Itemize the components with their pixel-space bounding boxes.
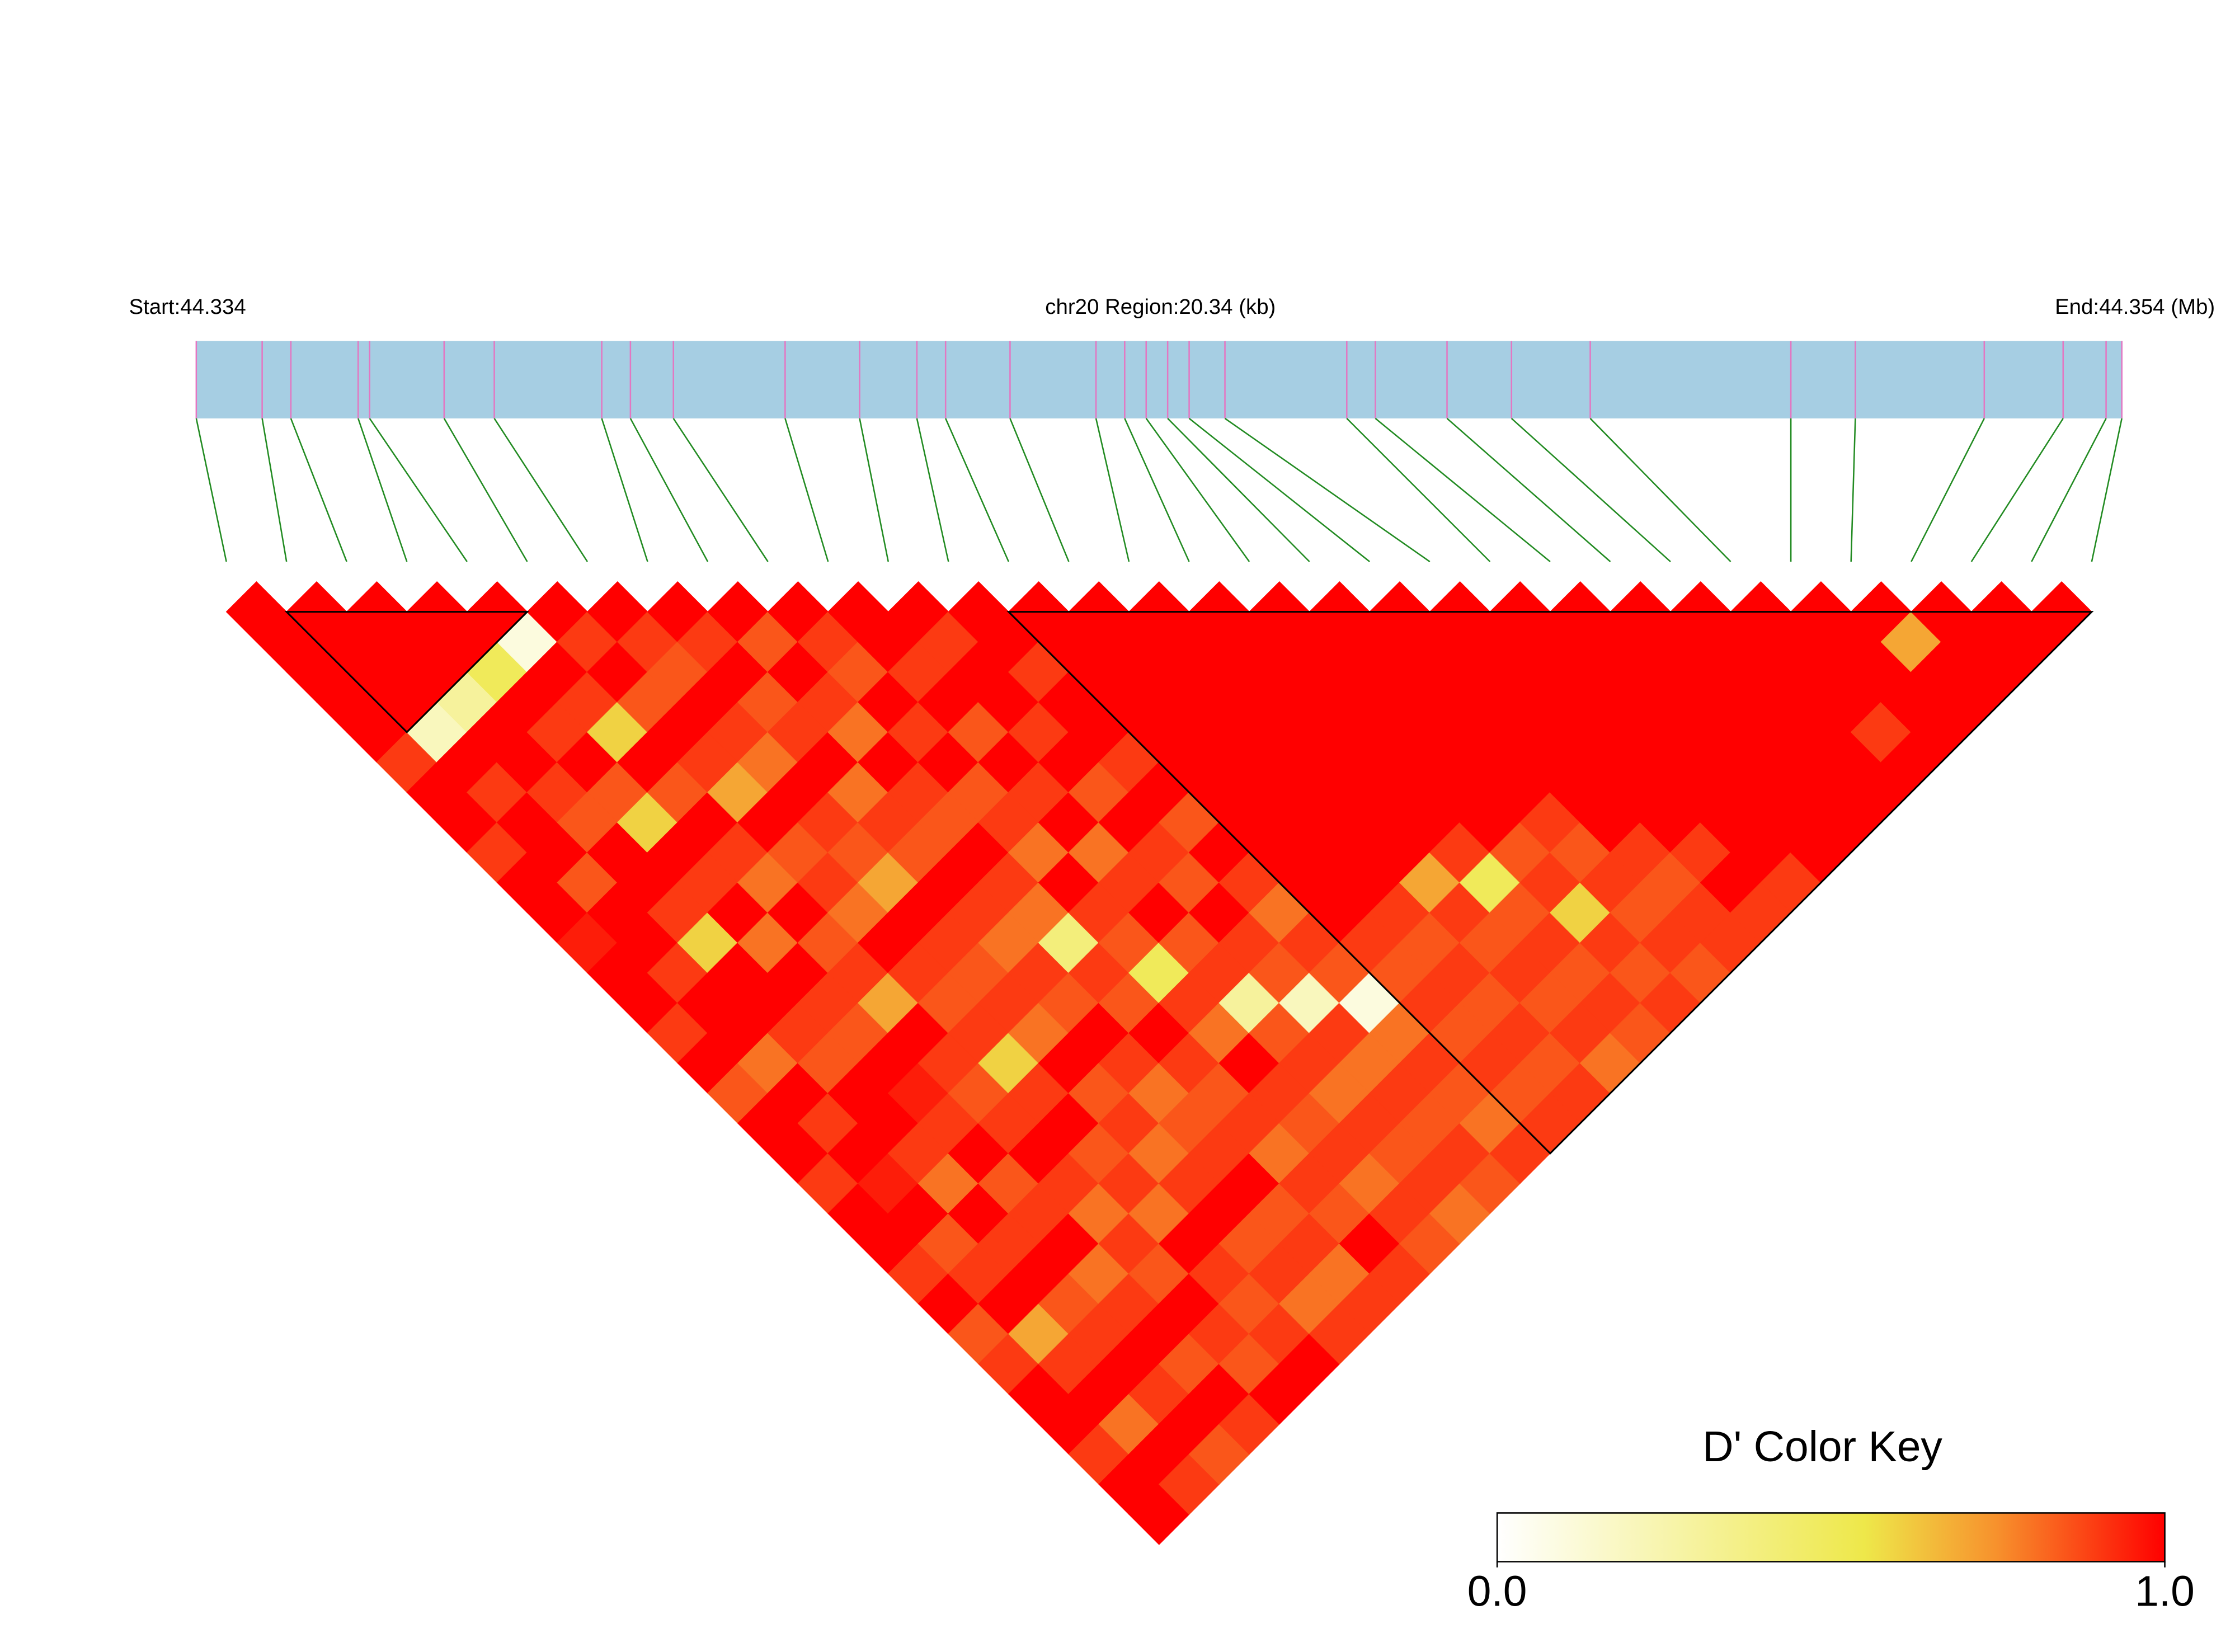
ld-block [1006, 611, 2094, 1155]
end-label: End:44.354 (Mb) [2055, 295, 2215, 319]
snp-connector [290, 418, 347, 562]
snp-connector [1911, 418, 1985, 562]
snp-connector [369, 418, 468, 562]
snp-connector [1970, 418, 2064, 562]
snp-connector [672, 418, 769, 562]
color-key [1496, 1512, 2166, 1562]
snp-connector [1188, 417, 1371, 563]
snp-connector [1167, 418, 1310, 562]
snp-connector [1009, 418, 1070, 562]
snp-connector [1850, 418, 1856, 562]
snp-connector [261, 418, 288, 562]
snp-connector [859, 418, 890, 562]
snp-connector [1375, 417, 1551, 563]
snp-connector [493, 418, 589, 562]
snp-connector [1589, 418, 1731, 562]
snp-connector [195, 418, 227, 562]
region-label: chr20 Region:20.34 (kb) [1045, 295, 1276, 319]
snp-connector [1446, 417, 1611, 562]
snp-connector [1095, 418, 1130, 562]
color-key-tick-label: 0.0 [1467, 1568, 1527, 1616]
snp-connector [2091, 418, 2123, 562]
snp-connector [443, 418, 528, 562]
snp-connector [601, 418, 648, 562]
snp-connector [629, 418, 709, 562]
snp-connector [1224, 417, 1431, 563]
ld-block [284, 611, 530, 733]
snp-connector [945, 418, 1010, 562]
snp-connector [1511, 417, 1671, 562]
snp-connector [2031, 418, 2107, 562]
snp-connector [1145, 418, 1250, 562]
snp-connector [784, 418, 829, 562]
snp-connector [916, 418, 949, 562]
color-key-tick-label: 1.0 [2135, 1568, 2195, 1616]
snp-connector [357, 418, 408, 562]
snp-connector [1124, 418, 1190, 562]
region-bar [196, 341, 2122, 418]
snp-connector [1346, 418, 1491, 562]
start-label: Start:44.334 [129, 295, 246, 319]
color-key-title: D' Color Key [1702, 1423, 1942, 1471]
